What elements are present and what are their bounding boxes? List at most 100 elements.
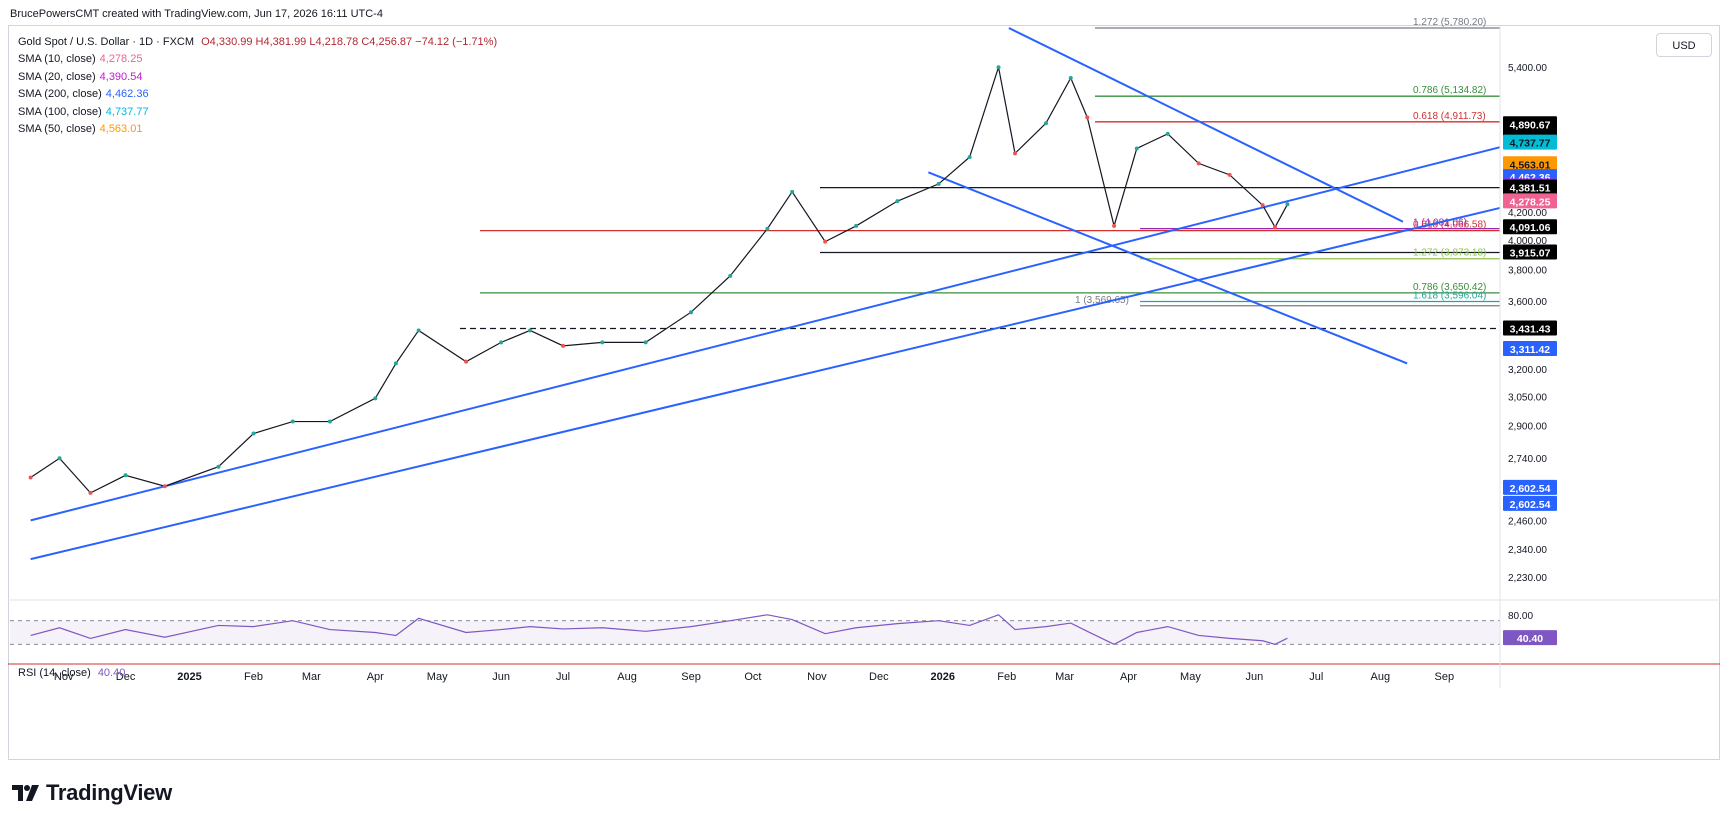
price-tag-box: [1503, 193, 1557, 209]
price-point: [1134, 146, 1139, 151]
indicator-label: SMA (200, close): [18, 88, 102, 101]
legend-sma-100[interactable]: SMA (100, close) 4,737.77: [18, 104, 497, 121]
price-point: [57, 456, 62, 461]
price-point: [790, 189, 795, 194]
legend-sma-50[interactable]: SMA (50, close) 4,563.01: [18, 121, 497, 138]
x-tick-label: Jul: [556, 671, 570, 683]
trendline: [30, 146, 1501, 522]
price-tag-label: 4,278.25: [1510, 196, 1551, 208]
price-point: [416, 328, 421, 333]
price-tag: 3,311.42: [1503, 341, 1557, 357]
price-tag: 3,431.43: [1503, 320, 1557, 336]
indicator-label: SMA (20, close): [18, 70, 96, 83]
price-point: [28, 475, 33, 480]
price-point: [895, 199, 900, 204]
rsi-pane: 80.00: [8, 599, 1720, 665]
x-tick-label: Feb: [997, 671, 1016, 683]
price-point: [251, 431, 256, 436]
price-tag-box: [1503, 320, 1557, 336]
x-tick-label: May: [1180, 671, 1201, 683]
price-point: [643, 340, 648, 345]
x-tick-label: Sep: [681, 671, 701, 683]
trendline: [30, 206, 1501, 561]
x-tick-label: 2026: [931, 671, 955, 683]
price-point: [765, 226, 770, 231]
price-tag-label: 4,381.51: [1510, 183, 1551, 195]
price-point: [123, 473, 128, 478]
indicator-value: 4,390.54: [99, 70, 143, 83]
price-point: [528, 328, 533, 333]
price-point: [393, 361, 398, 366]
price-point: [1068, 75, 1073, 80]
price-tag: 40.40: [1503, 630, 1557, 646]
price-point: [1043, 121, 1048, 126]
price-tag-box: [1503, 341, 1557, 357]
currency-selector[interactable]: USD: [1656, 33, 1712, 57]
y-tick-label: 2,460.00: [1508, 516, 1547, 527]
indicator-label: SMA (50, close): [18, 123, 96, 136]
price-tag-label: 2,602.54: [1510, 499, 1551, 511]
rsi-band: [10, 620, 1500, 645]
price-tag: 3,915.07: [1503, 244, 1557, 260]
x-tick-label: Sep: [1434, 671, 1454, 683]
price-tag-label: 3,311.42: [1510, 344, 1550, 356]
rsi-value: 40.40: [97, 667, 126, 679]
indicator-value: 4,737.77: [105, 105, 149, 118]
price-point: [1165, 131, 1170, 136]
price-tag: 4,091.06: [1503, 219, 1557, 235]
x-tick-label: May: [427, 671, 448, 683]
legend-sma-10[interactable]: SMA (10, close) 4,278.25: [18, 51, 497, 68]
legend-symbol-row: Gold Spot / U.S. Dollar · 1D · FXCM O4,3…: [18, 34, 497, 51]
price-tag-label: 4,091.06: [1510, 222, 1551, 234]
fib-level-label: 0.786 (3,650.42): [1413, 282, 1486, 293]
price-point: [967, 155, 972, 160]
price-point: [1196, 161, 1201, 166]
price-point: [1227, 172, 1232, 177]
price-point: [1112, 223, 1117, 228]
price-tag-label: 4,890.67: [1510, 119, 1551, 131]
price-point: [561, 343, 566, 348]
price-point: [499, 340, 504, 345]
ohlc-values: O4,330.99 H4,381.99 L4,218.78 C4,256.87 …: [201, 36, 498, 48]
price-tag-label: 3,431.43: [1510, 324, 1551, 336]
indicator-value: 4,563.01: [99, 123, 143, 136]
x-axis: Nov Dec 2025 Feb Mar Apr May Jun Jul Aug Sep Oct Nov…: [54, 671, 1454, 683]
x-tick-label: Dec: [116, 671, 136, 683]
y-tick-label: 2,230.00: [1508, 573, 1547, 584]
price-tag: 4,890.67: [1503, 116, 1557, 132]
y-tick-label: 2,740.00: [1508, 454, 1547, 465]
legend-sma-200[interactable]: SMA (200, close) 4,462.36: [18, 86, 497, 103]
price-chart[interactable]: 1.272 (5,780.20) 0.786 (5,134.82) 0.618 (4…: [0, 0, 1727, 760]
rsi-line: [30, 614, 1288, 645]
y-axis: 5,400.00 4,200.00 4,000.00 3,800.00 3,600.00…: [1499, 26, 1547, 688]
price-tag-box: [1503, 156, 1557, 172]
fib-level-label: 1 (3,569.65): [1075, 295, 1129, 306]
trendline: [927, 171, 1408, 365]
fibonacci-levels: 1.272 (5,780.20) 0.786 (5,134.82) 0.618 (4…: [480, 17, 1500, 307]
price-tag: 4,381.51: [1503, 179, 1557, 195]
x-tick-label: Dec: [869, 671, 889, 683]
price-point: [854, 223, 859, 228]
price-series: [28, 65, 1290, 495]
price-tag-box: [1503, 244, 1557, 260]
x-tick-label: Jul: [1309, 671, 1323, 683]
fib-level-label: 0.618 (4,911.73): [1413, 111, 1486, 122]
price-tag-box: [1503, 219, 1557, 235]
price-line: [30, 67, 1288, 494]
legend-sma-20[interactable]: SMA (20, close) 4,390.54: [18, 69, 497, 86]
price-tag-box: [1503, 179, 1557, 195]
y-tick-label: 2,900.00: [1508, 422, 1547, 433]
y-tick-label: 3,800.00: [1508, 266, 1547, 277]
x-tick-label: Aug: [1371, 671, 1391, 683]
tradingview-logo[interactable]: TradingView: [12, 780, 172, 807]
fib-level-label: 0.618 (4,066.58): [1413, 220, 1486, 231]
price-tag: 2,602.54: [1503, 495, 1557, 511]
rsi-legend[interactable]: RSI (14, close) 40.40: [18, 667, 125, 679]
price-tag-box: [1503, 134, 1557, 150]
x-tick-label: Apr: [1120, 671, 1137, 683]
price-point: [996, 65, 1001, 70]
y-tick-label: 4,200.00: [1508, 208, 1547, 219]
price-tag-box: [1503, 116, 1557, 132]
indicator-value: 4,462.36: [105, 88, 149, 101]
fib-level-label: 0.786 (5,134.82): [1413, 85, 1486, 96]
